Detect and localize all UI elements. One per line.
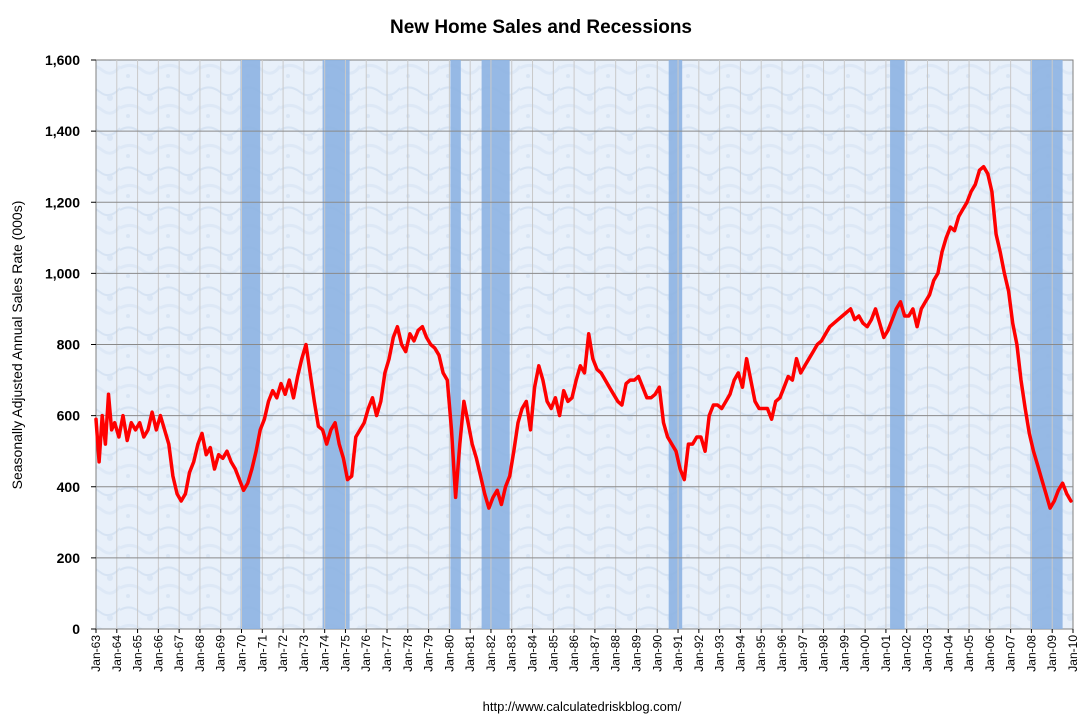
x-tick-label: Jan-64	[110, 635, 124, 672]
x-tick-label: Jan-94	[733, 635, 747, 672]
x-tick-label: Jan-68	[193, 635, 207, 672]
x-tick-label: Jan-88	[609, 635, 623, 672]
y-tick-label: 1,400	[45, 123, 80, 139]
x-tick-label: Jan-78	[401, 635, 415, 672]
x-tick-label: Jan-00	[858, 635, 872, 672]
y-tick-label: 200	[57, 550, 81, 566]
x-tick-label: Jan-90	[650, 635, 664, 672]
y-tick-label: 1,000	[45, 265, 80, 281]
x-tick-label: Jan-03	[920, 635, 934, 672]
x-tick-label: Jan-97	[796, 635, 810, 672]
x-tick-label: Jan-72	[276, 635, 290, 672]
x-tick-label: Jan-70	[235, 635, 249, 672]
x-tick-label: Jan-05	[962, 635, 976, 672]
y-tick-label: 800	[57, 337, 81, 353]
x-tick-label: Jan-75	[338, 635, 352, 672]
x-tick-label: Jan-81	[463, 635, 477, 672]
y-tick-label: 1,200	[45, 194, 80, 210]
x-axis-ticks: Jan-63 Jan-64 Jan-65 Jan-66 Jan-67 Jan-68 Jan-…	[89, 629, 1080, 672]
x-tick-label: Jan-87	[588, 635, 602, 672]
x-tick-label: Jan-08	[1024, 635, 1038, 672]
x-tick-label: Jan-01	[879, 635, 893, 672]
x-tick-label: Jan-71	[255, 635, 269, 672]
y-tick-label: 0	[72, 621, 80, 637]
x-tick-label: Jan-06	[983, 635, 997, 672]
chart-title: New Home Sales and Recessions	[390, 17, 692, 38]
x-tick-label: Jan-77	[380, 635, 394, 672]
x-tick-label: Jan-82	[484, 635, 498, 672]
x-tick-label: Jan-65	[131, 635, 145, 672]
y-tick-label: 600	[57, 408, 81, 424]
x-tick-label: Jan-86	[567, 635, 581, 672]
x-tick-label: Jan-73	[297, 635, 311, 672]
y-tick-label: 400	[57, 479, 81, 495]
x-tick-label: Jan-63	[89, 635, 103, 672]
plot-area	[94, 59, 1074, 630]
x-tick-label: Jan-02	[900, 635, 914, 672]
y-tick-label: 1,600	[45, 52, 80, 68]
x-tick-label: Jan-80	[442, 635, 456, 672]
y-axis-ticks: 0 200 400 600 800 1,000 1,200 1,400 1,600	[45, 52, 96, 637]
x-tick-label: Jan-10	[1066, 635, 1080, 672]
x-tick-label: Jan-98	[817, 635, 831, 672]
x-tick-label: Jan-85	[546, 635, 560, 672]
y-axis-label: Seasonally Adjusted Annual Sales Rate (0…	[9, 201, 25, 490]
x-tick-label: Jan-96	[775, 635, 789, 672]
x-tick-label: Jan-67	[172, 635, 186, 672]
x-tick-label: Jan-07	[1004, 635, 1018, 672]
x-tick-label: Jan-91	[671, 635, 685, 672]
series-line-new-home-sales	[94, 164, 1073, 510]
x-tick-label: Jan-95	[754, 635, 768, 672]
x-tick-label: Jan-92	[692, 635, 706, 672]
x-tick-label: Jan-84	[526, 635, 540, 672]
x-tick-label: Jan-69	[214, 635, 228, 672]
x-tick-label: Jan-83	[505, 635, 519, 672]
x-tick-label: Jan-89	[629, 635, 643, 672]
x-tick-label: Jan-74	[318, 635, 332, 672]
x-tick-label: Jan-04	[941, 635, 955, 672]
source-url: http://www.calculatedriskblog.com/	[483, 699, 682, 714]
x-tick-label: Jan-76	[359, 635, 373, 672]
series-layer	[94, 164, 1073, 510]
x-tick-label: Jan-09	[1045, 635, 1059, 672]
x-tick-label: Jan-79	[422, 635, 436, 672]
x-tick-label: Jan-66	[151, 635, 165, 672]
horizontal-gridlines	[96, 130, 1073, 559]
x-tick-label: Jan-93	[713, 635, 727, 672]
x-tick-label: Jan-99	[837, 635, 851, 672]
